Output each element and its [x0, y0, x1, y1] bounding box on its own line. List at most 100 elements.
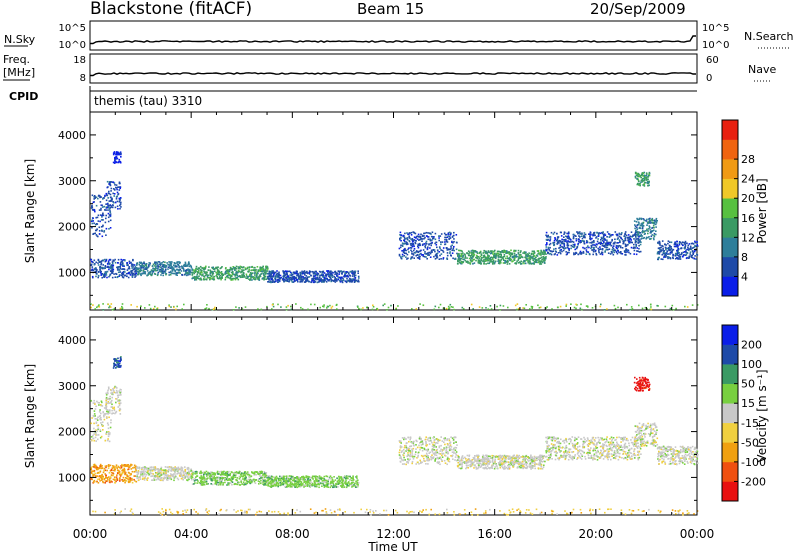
range-gate-cell [102, 480, 104, 483]
range-gate-cell [455, 248, 458, 251]
range-gate-cell [540, 256, 543, 259]
range-gate-cell [211, 273, 214, 276]
range-gate-cell [330, 278, 332, 280]
range-gate-cell [161, 270, 164, 272]
range-gate-cell [543, 252, 546, 254]
range-gate-cell [92, 474, 95, 477]
range-gate-cell [112, 474, 114, 477]
range-gate-cell [293, 278, 296, 281]
range-gate-cell [643, 176, 646, 178]
range-gate-cell [121, 305, 123, 308]
range-gate-cell [122, 471, 125, 474]
range-gate-cell [433, 236, 435, 238]
range-gate-cell [143, 477, 146, 479]
range-gate-cell [91, 222, 94, 225]
range-gate-cell [446, 252, 449, 254]
range-gate-cell [402, 243, 405, 245]
range-gate-cell [450, 245, 452, 248]
range-gate-cell [553, 253, 556, 256]
range-gate-cell [136, 471, 139, 474]
range-gate-cell [569, 241, 571, 243]
range-gate-cell [185, 474, 188, 476]
range-gate-cell [532, 252, 535, 255]
range-gate-cell [110, 265, 112, 267]
range-gate-cell [540, 263, 543, 265]
range-gate-cell [671, 304, 674, 307]
range-gate-cell [201, 269, 203, 272]
range-gate-cell [547, 252, 549, 255]
range-gate-cell [113, 151, 116, 153]
range-gate-cell [620, 251, 622, 253]
cpid-value: themis (tau) 3310 [94, 94, 202, 108]
range-gate-cell [167, 469, 170, 472]
range-gate-cell [135, 465, 137, 468]
range-gate-cell [170, 267, 173, 269]
range-gate-cell [650, 303, 652, 306]
range-gate-cell [537, 253, 539, 255]
range-gate-cell [519, 257, 522, 259]
range-gate-cell [577, 231, 579, 234]
range-gate-cell [645, 179, 648, 181]
range-gate-cell [251, 276, 254, 278]
range-gate-cell [140, 470, 142, 473]
range-gate-cell [573, 245, 576, 247]
range-gate-cell [187, 273, 190, 276]
range-gate-cell [146, 478, 148, 480]
range-gate-cell [473, 250, 476, 252]
range-gate-cell [626, 303, 628, 306]
range-gate-cell [233, 268, 236, 270]
range-gate-cell [238, 484, 241, 486]
range-gate-cell [642, 226, 644, 228]
range-gate-cell [143, 479, 146, 481]
range-gate-cell [539, 257, 542, 260]
range-gate-cell [545, 257, 547, 260]
range-gate-cell [593, 231, 596, 234]
range-gate-cell [138, 467, 141, 470]
range-gate-cell [485, 263, 487, 265]
range-gate-cell [172, 469, 174, 472]
range-gate-cell [103, 467, 106, 470]
range-gate-cell [534, 256, 537, 259]
range-gate-cell [201, 273, 203, 276]
range-gate-cell [249, 279, 252, 281]
range-gate-cell [668, 249, 671, 252]
range-gate-cell [164, 264, 167, 267]
range-gate-cell [212, 271, 214, 273]
range-gate-cell [240, 479, 243, 482]
range-gate-cell [602, 238, 605, 240]
range-gate-cell [548, 236, 550, 238]
range-gate-cell [535, 260, 537, 262]
range-gate-cell [647, 184, 649, 187]
range-gate-cell [269, 281, 271, 283]
range-gate-cell [319, 278, 322, 281]
range-gate-cell [147, 472, 150, 475]
range-gate-cell [634, 175, 637, 178]
range-gate-cell [133, 274, 136, 276]
range-gate-cell [180, 472, 182, 475]
range-gate-cell [204, 271, 206, 273]
range-gate-cell [480, 254, 483, 257]
range-gate-cell [647, 174, 650, 177]
range-gate-cell [112, 201, 115, 204]
range-gate-cell [285, 308, 288, 311]
range-gate-cell [225, 275, 228, 278]
range-gate-cell [157, 271, 160, 274]
range-gate-cell [253, 268, 255, 271]
range-gate-cell [212, 268, 215, 270]
range-gate-cell [601, 251, 603, 254]
range-gate-cell [559, 252, 562, 255]
range-gate-cell [545, 307, 547, 309]
range-gate-cell [430, 235, 433, 238]
range-gate-cell [310, 303, 312, 306]
range-gate-cell [592, 250, 595, 253]
range-gate-cell [137, 476, 140, 478]
range-gate-cell [158, 472, 160, 475]
range-gate-cell [122, 264, 125, 267]
range-gate-cell [151, 475, 153, 477]
range-gate-cell [593, 234, 595, 237]
range-gate-cell [99, 463, 102, 466]
range-gate-cell [253, 266, 255, 269]
range-gate-cell [101, 266, 104, 269]
range-gate-cell [638, 227, 641, 229]
range-gate-cell [152, 270, 155, 273]
